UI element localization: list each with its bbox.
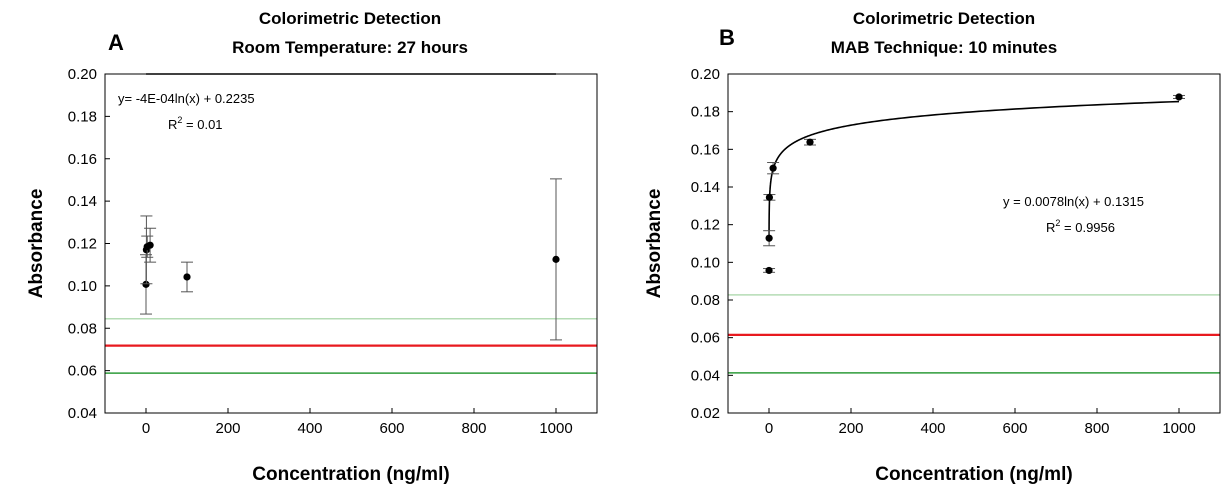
data-point: [552, 255, 560, 263]
y-tick-label: 0.18: [68, 108, 97, 125]
x-tick-label: 800: [1084, 420, 1109, 437]
chart-title-line-1: Colorimetric Detection: [853, 9, 1035, 28]
data-point: [765, 234, 773, 242]
panel-letter: B: [719, 25, 735, 50]
x-tick-label: 200: [215, 420, 240, 437]
x-tick-label: 200: [838, 420, 863, 437]
data-point: [769, 164, 777, 172]
y-tick-label: 0.14: [68, 193, 97, 210]
x-tick-label: 1000: [539, 420, 572, 437]
y-tick-label: 0.16: [691, 141, 720, 158]
y-tick-label: 0.06: [691, 330, 720, 347]
y-tick-label: 0.20: [68, 66, 97, 83]
y-tick-label: 0.10: [691, 254, 720, 271]
data-point: [765, 193, 774, 201]
fit-curve: [768, 100, 1180, 237]
x-tick-label: 600: [379, 420, 404, 437]
y-tick-label: 0.12: [68, 236, 97, 253]
y-axis-label: Absorbance: [26, 189, 47, 299]
y-tick-label: 0.08: [68, 320, 97, 337]
y-tick-label: 0.08: [691, 292, 720, 309]
y-tick-label: 0.18: [691, 104, 720, 121]
r-squared: R2 = 0.9956: [1046, 218, 1115, 235]
x-tick-label: 400: [920, 420, 945, 437]
y-tick-label: 0.10: [68, 278, 97, 295]
y-tick-label: 0.02: [691, 405, 720, 422]
y-tick-label: 0.14: [691, 179, 720, 196]
r-squared-exponent: 2: [1055, 218, 1060, 228]
y-tick-label: 0.20: [691, 66, 720, 83]
r-squared-value: = 0.9956: [1060, 220, 1115, 235]
data-point: [765, 266, 773, 275]
y-axis-label: Absorbance: [644, 189, 665, 299]
x-axis-label: Concentration (ng/ml): [252, 464, 449, 485]
r-squared: R2 = 0.01: [168, 115, 223, 132]
fit-equation: y = 0.0078ln(x) + 0.1315: [1003, 194, 1144, 209]
x-axis-label: Concentration (ng/ml): [875, 464, 1072, 485]
panel-letter: A: [108, 30, 124, 55]
chart-title-line-2: Room Temperature: 27 hours: [232, 38, 468, 57]
data-point: [183, 273, 191, 281]
chart-title-line-1: Colorimetric Detection: [259, 9, 441, 28]
chart-title-line-2: MAB Technique: 10 minutes: [831, 38, 1057, 57]
r-squared-symbol: R: [168, 117, 177, 132]
chart-panel-b: B Colorimetric Detection MAB Technique: 10…: [644, 9, 1221, 485]
x-tick-label: 0: [765, 420, 773, 437]
r-squared-symbol: R: [1046, 220, 1055, 235]
x-tick-label: 600: [1002, 420, 1027, 437]
y-tick-label: 0.12: [691, 217, 720, 234]
data-point: [142, 280, 150, 288]
y-tick-label: 0.04: [68, 405, 97, 422]
y-tick-label: 0.04: [691, 367, 720, 384]
x-tick-label: 800: [461, 420, 486, 437]
chart-panel-a: A Colorimetric Detection Room Temperature:…: [26, 9, 598, 485]
data-point: [806, 138, 814, 146]
data-point: [146, 241, 154, 249]
y-tick-label: 0.16: [68, 151, 97, 168]
x-tick-label: 400: [297, 420, 322, 437]
y-tick-label: 0.06: [68, 363, 97, 380]
plot-frame: [727, 73, 1221, 414]
x-tick-label: 0: [142, 420, 150, 437]
data-point: [1175, 93, 1183, 101]
fit-equation: y= -4E-04ln(x) + 0.2235: [118, 91, 255, 106]
r-squared-exponent: 2: [177, 115, 182, 125]
r-squared-value: = 0.01: [182, 117, 222, 132]
x-tick-label: 1000: [1162, 420, 1195, 437]
